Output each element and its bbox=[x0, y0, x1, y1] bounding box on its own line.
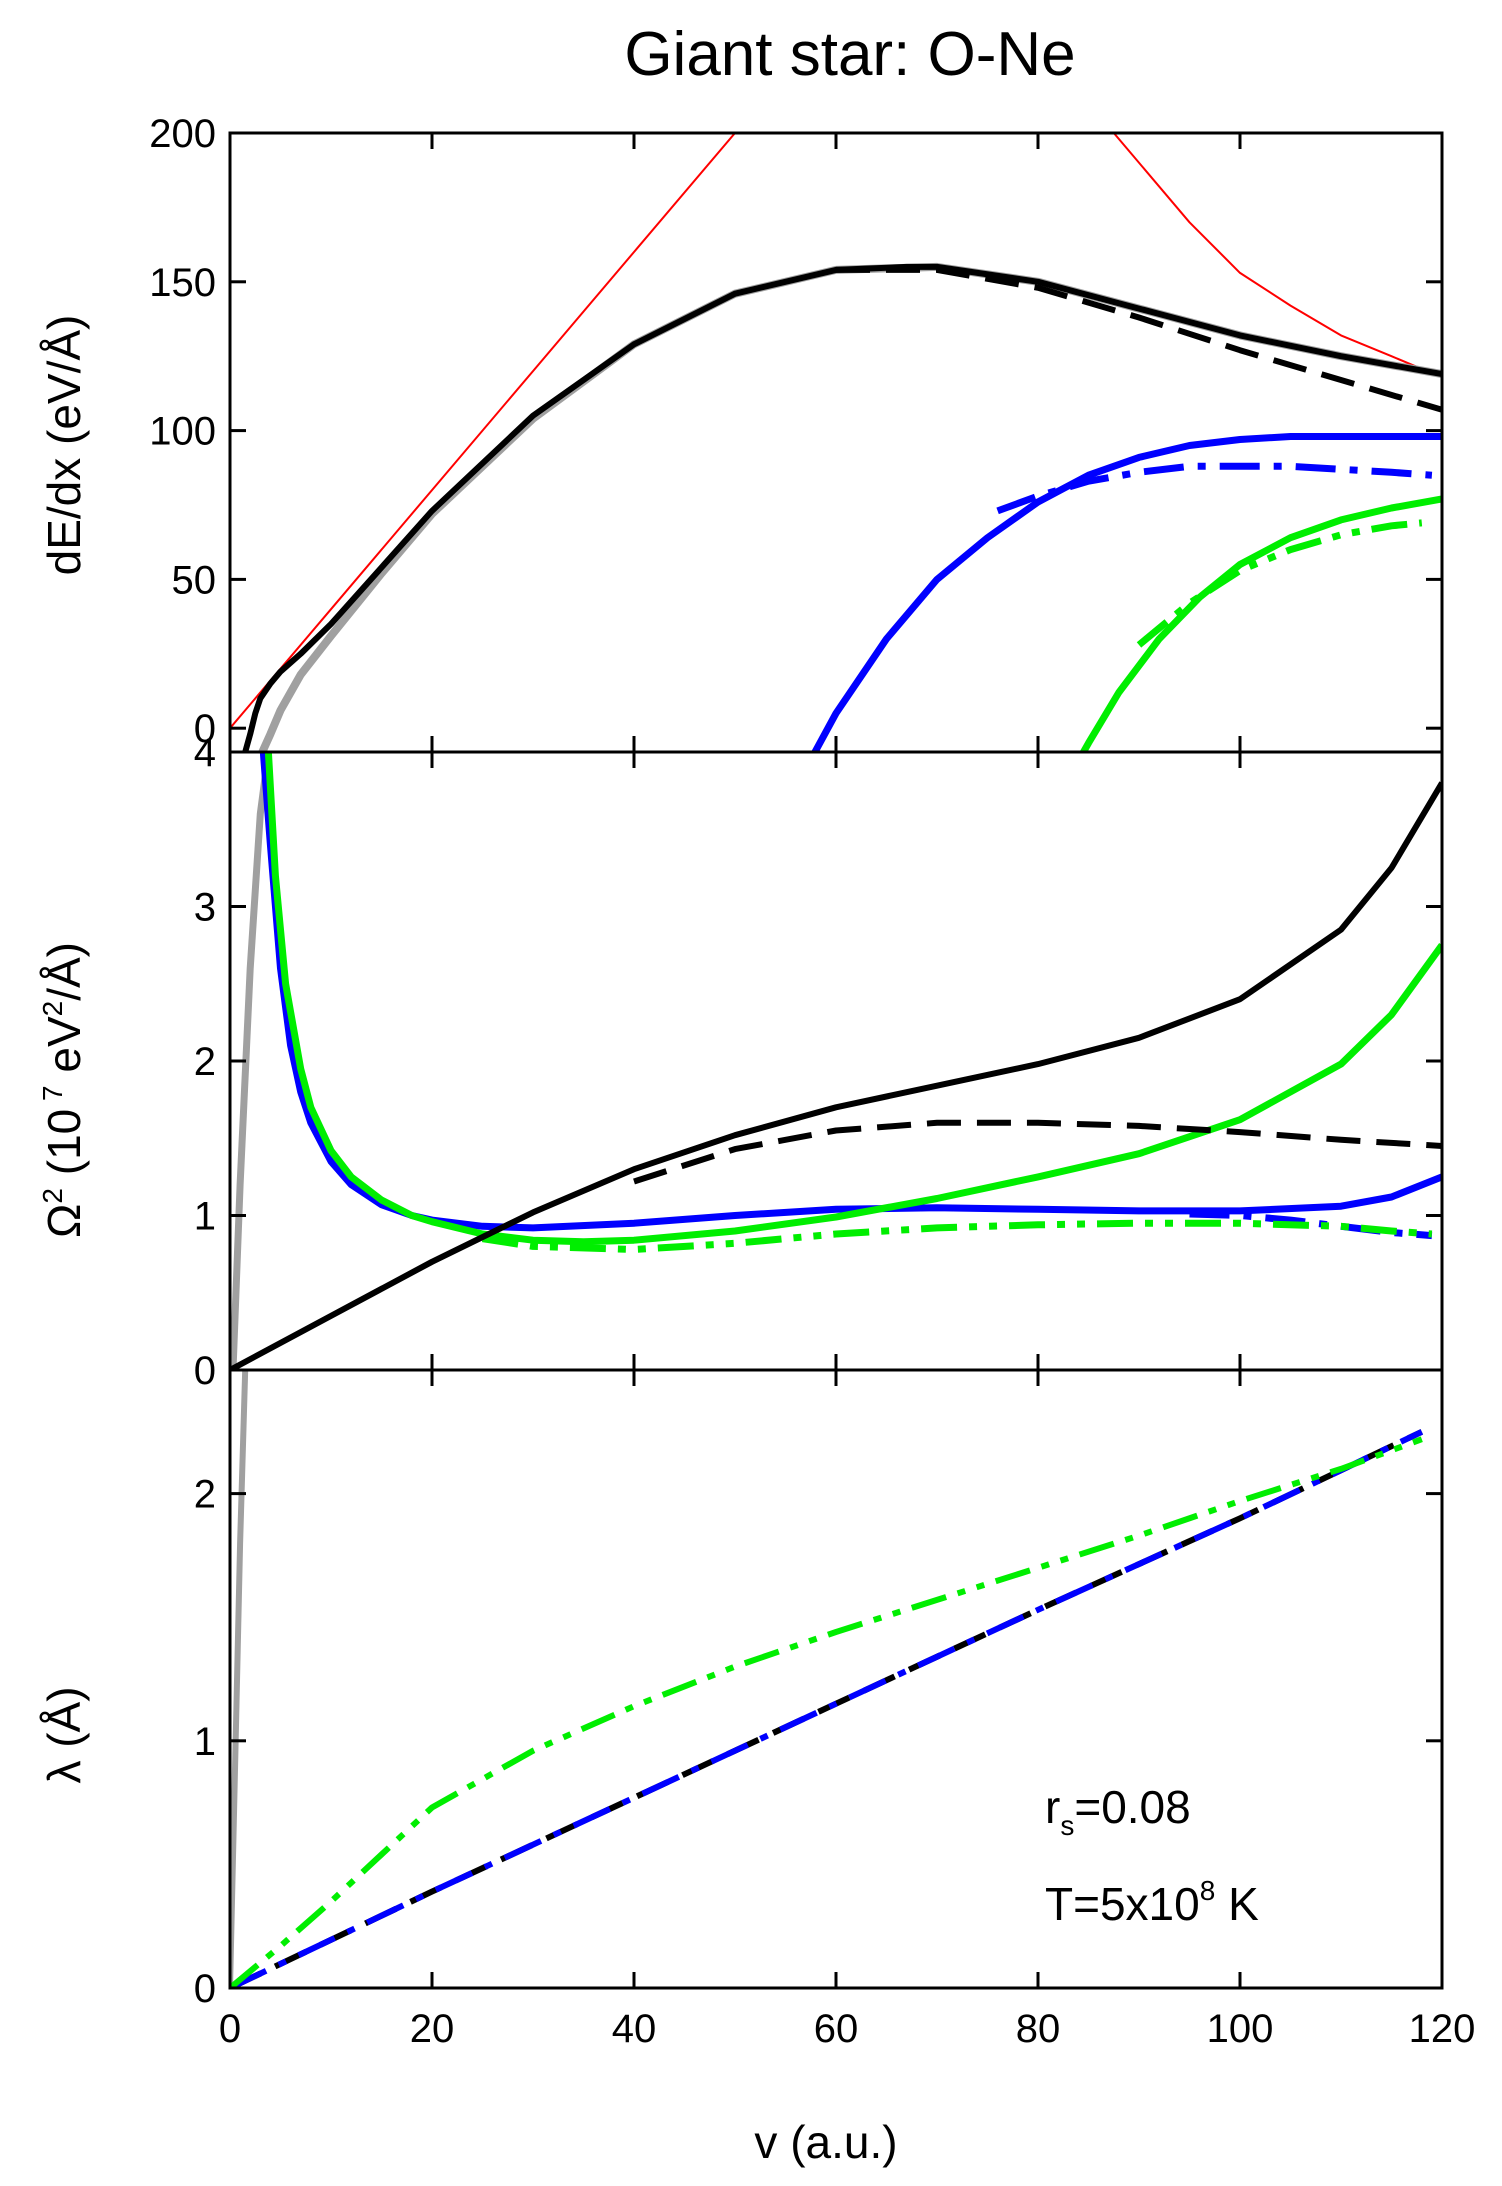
axes-frames bbox=[228, 131, 1444, 1990]
series-group bbox=[230, 1370, 1424, 1988]
series-straggling-green-dashdotdot bbox=[481, 1219, 1433, 1253]
ylabel-close: /Å) bbox=[38, 942, 90, 1001]
tick-group: 0 50 100 150 200 bbox=[149, 112, 1442, 751]
x-tick-label: 60 bbox=[814, 2007, 859, 2051]
omega-symbol: Ω bbox=[38, 1204, 90, 1238]
annotation-rs: rs=0.08 bbox=[1045, 1781, 1191, 1841]
temp-main: T=5x10 bbox=[1045, 1878, 1200, 1930]
series-group bbox=[230, 752, 1442, 1370]
series-straggling-blue-solid bbox=[259, 752, 1442, 1232]
series-straggling-black-dash bbox=[633, 1119, 1442, 1185]
series-wavelength-blue-dashdot bbox=[230, 1429, 1424, 1988]
annotation-temperature: T=5x108 K bbox=[1045, 1875, 1259, 1930]
series-stopping-red-asymptote-low bbox=[230, 133, 736, 729]
y-tick-label-wavelength: 0 bbox=[194, 1967, 216, 2011]
y-tick-label-straggling: 4 bbox=[194, 731, 216, 775]
temp-exponent: 8 bbox=[1200, 1875, 1216, 1906]
series-group bbox=[230, 133, 1442, 752]
y-tick-label-wavelength: 2 bbox=[194, 1473, 216, 1517]
series-straggling-green-solid bbox=[264, 752, 1442, 1246]
y-tick-label-stopping: 200 bbox=[149, 112, 216, 156]
series-straggling-blue-dashdot bbox=[1189, 1210, 1433, 1240]
ylabel-exp: 7 bbox=[37, 1085, 68, 1108]
y-tick-label-stopping: 100 bbox=[149, 410, 216, 454]
tick-group: 0 1 2 bbox=[194, 1473, 1442, 2011]
omega-squared: 2 bbox=[37, 1188, 68, 1204]
series-stopping-black-total bbox=[242, 263, 1442, 752]
x-tick-label: 80 bbox=[1016, 2007, 1061, 2051]
y-tick-label-stopping: 0 bbox=[194, 707, 216, 751]
axes-frame-straggling bbox=[228, 750, 1444, 1372]
ylabel-open: (10 bbox=[38, 1109, 90, 1188]
axes-frame-wavelength bbox=[228, 1368, 1444, 1990]
x-tick-label: 0 bbox=[219, 2007, 241, 2051]
rs-subscript: s bbox=[1060, 1810, 1074, 1841]
x-tick-label: 120 bbox=[1409, 2007, 1476, 2051]
ylabel-unit: eV bbox=[38, 1016, 90, 1085]
y-tick-label-straggling: 2 bbox=[194, 1040, 216, 1084]
series-wavelength-grey-spike bbox=[230, 1370, 249, 1988]
y-axis-label-wavelength: λ (Å) bbox=[38, 1686, 90, 1783]
axes-frame-stopping bbox=[228, 131, 1444, 754]
panel-wavelength: 0 1 2 λ (Å) bbox=[38, 1370, 1442, 2011]
y-tick-label-straggling: 0 bbox=[194, 1349, 216, 1393]
x-tick-label: 100 bbox=[1207, 2007, 1274, 2051]
y-axis-label-straggling: Ω2 (10 7 eV2/Å) bbox=[37, 942, 90, 1238]
y-tick-label-stopping: 50 bbox=[172, 558, 217, 602]
ylabel-sq2: 2 bbox=[37, 1001, 68, 1017]
y-tick-label-wavelength: 1 bbox=[194, 1720, 216, 1764]
y-tick-label-straggling: 1 bbox=[194, 1195, 216, 1239]
y-tick-label-stopping: 150 bbox=[149, 261, 216, 305]
x-axis-ticks: 0 20 40 60 80 100 120 bbox=[219, 133, 1476, 2051]
series-stopping-blue-solid bbox=[811, 433, 1442, 752]
chart-title: Giant star: O-Ne bbox=[624, 20, 1075, 89]
series-stopping-green-dashdotdot bbox=[1136, 519, 1423, 648]
x-axis-label: v (a.u.) bbox=[754, 2116, 897, 2168]
temp-unit: K bbox=[1215, 1878, 1259, 1930]
x-tick-label: 20 bbox=[410, 2007, 455, 2051]
y-tick-label-straggling: 3 bbox=[194, 886, 216, 930]
series-stopping-black-dash bbox=[836, 266, 1442, 413]
series-stopping-red-asymptote-high bbox=[1113, 133, 1428, 373]
rs-value: =0.08 bbox=[1074, 1781, 1190, 1833]
rs-main: r bbox=[1045, 1781, 1060, 1833]
series-straggling-black-solid bbox=[230, 781, 1442, 1370]
y-axis-label-stopping: dE/dx (eV/Å) bbox=[38, 315, 90, 576]
tick-group: 0 1 2 3 4 bbox=[194, 731, 1442, 1393]
panel-stopping-power: 0 50 100 150 200 dE/dx (eV/Å) bbox=[38, 112, 1442, 752]
series-stopping-green-solid bbox=[1079, 495, 1442, 752]
x-tick-label: 40 bbox=[612, 2007, 657, 2051]
